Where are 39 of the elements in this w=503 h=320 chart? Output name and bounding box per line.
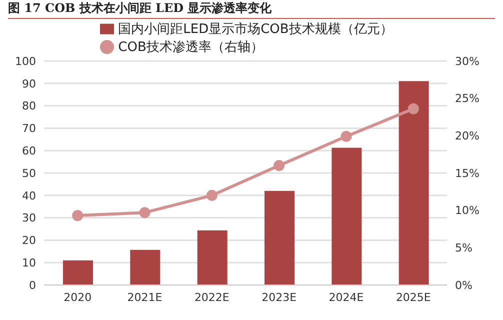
- x-tick-label: 2020: [64, 290, 92, 304]
- point: [139, 207, 150, 218]
- bar: [398, 81, 429, 285]
- y-tick-label: 30: [22, 212, 36, 225]
- y2-tick-label: 5%: [455, 242, 472, 255]
- bar: [63, 260, 93, 285]
- legend-label: 国内小间距LED显示市场COB技术规模（亿元）: [118, 22, 393, 37]
- point: [274, 160, 285, 172]
- y2-tick-label: 15%: [455, 166, 480, 180]
- point: [206, 190, 218, 201]
- y2-tick-label: 30%: [455, 54, 480, 68]
- point: [408, 103, 419, 114]
- point: [340, 130, 352, 142]
- bar: [264, 190, 294, 285]
- bar: [130, 250, 160, 285]
- x-tick-label: 2022E: [194, 290, 230, 304]
- y2-tick-label: 10%: [455, 204, 480, 218]
- bar: [197, 230, 228, 285]
- point: [72, 210, 84, 222]
- y2-tick-label: 20%: [455, 130, 480, 143]
- x-tick-label: 2024E: [328, 290, 364, 304]
- y-tick-label: 20: [22, 234, 36, 248]
- y-tick-label: 40: [22, 189, 36, 202]
- y2-tick-label: 25%: [455, 92, 480, 106]
- y2-tick-label: 0%: [455, 278, 472, 292]
- y-tick-label: 70: [22, 122, 36, 136]
- bar: [332, 148, 362, 285]
- y-tick-label: 10: [22, 256, 36, 270]
- x-tick-label: 2025E: [396, 290, 431, 304]
- y-tick-label: 60: [22, 144, 36, 158]
- x-tick-label: 2023E: [262, 290, 297, 304]
- y-tick-label: 100: [15, 54, 36, 68]
- y-tick-label: 0: [29, 278, 36, 292]
- chart-title: 图 17 COB 技术在小间距 LED 显示渗透率变化: [8, 0, 495, 19]
- legend-label: COB技术渗透率（右轴）: [118, 40, 264, 55]
- y-tick-label: 80: [22, 100, 36, 113]
- x-tick-label: 2021E: [127, 290, 162, 304]
- y-tick-label: 90: [22, 77, 36, 90]
- y-tick-label: 50: [22, 166, 36, 180]
